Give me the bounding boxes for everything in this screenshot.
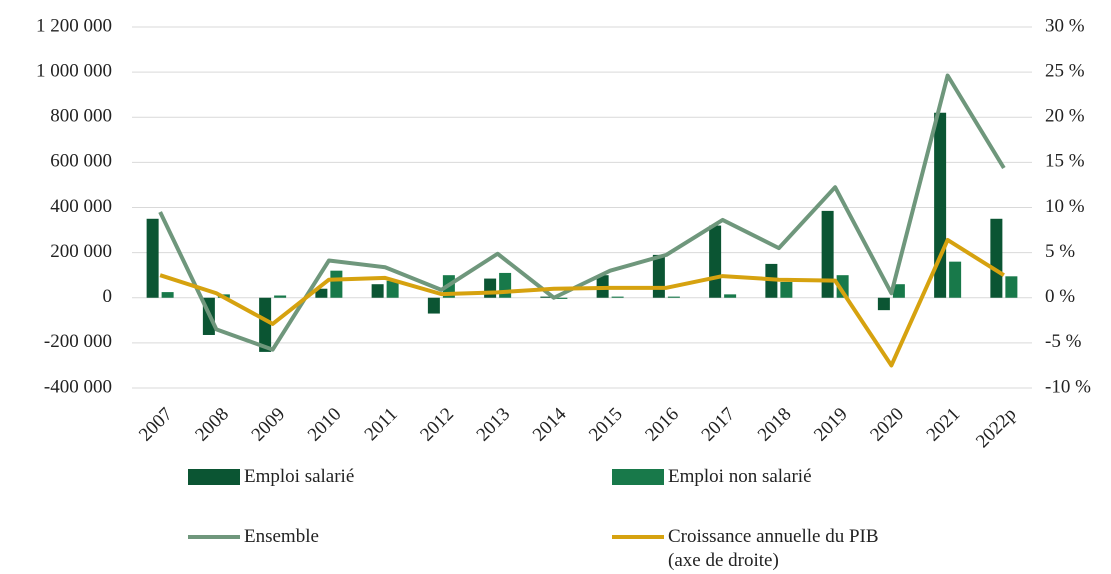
x-tick-label: 2020 [866, 404, 908, 446]
legend-swatch [612, 469, 664, 485]
y2-tick-label: 0 % [1045, 286, 1075, 307]
legend-item: Emploi salarié [188, 465, 568, 489]
legend-label: Emploi non salarié [668, 466, 812, 487]
bar [611, 296, 624, 298]
chart: -400 000 -200 000 0 200 000 400 000 600 000 80… [36, 15, 1091, 450]
bar [146, 218, 159, 298]
x-tick-label: 2019 [810, 404, 852, 446]
x-tick-label: 2022p [972, 404, 1020, 450]
x-tick-label: 2021 [923, 404, 965, 446]
y2-tick-label: -10 % [1045, 376, 1091, 397]
bar [892, 284, 905, 298]
bar [949, 261, 962, 298]
y2-tick-label: 20 % [1045, 106, 1085, 127]
bar [652, 254, 665, 298]
legend-label: Croissance annuelle du PIB (axe de droit… [668, 526, 879, 571]
line [158, 73, 1006, 352]
y2-tick-label: 10 % [1045, 196, 1085, 217]
y-tick-label: 1 200 000 [36, 15, 112, 36]
legend-item: Croissance annuelle du PIB (axe de droit… [612, 525, 992, 573]
x-tick-label: 2012 [416, 404, 458, 446]
x-tick-label: 2017 [698, 404, 740, 446]
bar [371, 284, 384, 298]
bar [877, 297, 890, 311]
x-tick-label: 2009 [248, 404, 290, 446]
y2-tick-label: 5 % [1045, 241, 1075, 262]
x-tick-label: 2011 [361, 404, 402, 445]
x-tick-label: 2018 [754, 404, 796, 446]
y2-tick-label: 15 % [1045, 151, 1085, 172]
bar [836, 275, 849, 298]
x-tick-label: 2010 [304, 404, 346, 446]
y-tick-label: 800 000 [50, 106, 112, 127]
bar [386, 280, 399, 298]
legend-swatch [188, 535, 240, 539]
x-tick-label: 2007 [135, 404, 177, 446]
bar [259, 297, 272, 352]
x-tick-label: 2013 [473, 404, 515, 446]
y2-tick-label: 30 % [1045, 15, 1085, 36]
y-tick-label: -400 000 [44, 376, 112, 397]
y2-tick-label: 25 % [1045, 60, 1085, 81]
x-tick-label: 2016 [641, 404, 683, 446]
y2-tick-label: -5 % [1045, 331, 1082, 352]
legend-label: Ensemble [244, 526, 319, 547]
bar [724, 294, 737, 298]
y-tick-label: 1 000 000 [36, 60, 112, 81]
x-tick-label: 2008 [191, 404, 233, 446]
bar [667, 296, 680, 298]
y-tick-label: -200 000 [44, 331, 112, 352]
bar [555, 297, 568, 299]
bar [780, 281, 793, 298]
legend-label: Emploi salarié [244, 466, 355, 487]
bar [821, 210, 834, 298]
bar [990, 218, 1003, 298]
bar [161, 292, 174, 298]
y-tick-label: 600 000 [50, 151, 112, 172]
y-tick-label: 200 000 [50, 241, 112, 262]
bar [540, 296, 553, 298]
x-tick-label: 2014 [529, 403, 571, 445]
bar [274, 295, 287, 298]
bar [315, 288, 328, 298]
x-tick-label: 2015 [585, 404, 627, 446]
line [159, 237, 1005, 368]
bar [1005, 276, 1018, 298]
legend-swatch [188, 469, 240, 485]
y-tick-label: 0 [103, 286, 113, 307]
bar [330, 270, 343, 298]
legend-item: Ensemble [188, 525, 568, 549]
legend-item: Emploi non salarié [612, 465, 992, 489]
bar [709, 225, 722, 298]
bar [427, 297, 440, 314]
y-tick-label: 400 000 [50, 196, 112, 217]
legend-swatch [612, 535, 664, 539]
bar [484, 278, 497, 298]
